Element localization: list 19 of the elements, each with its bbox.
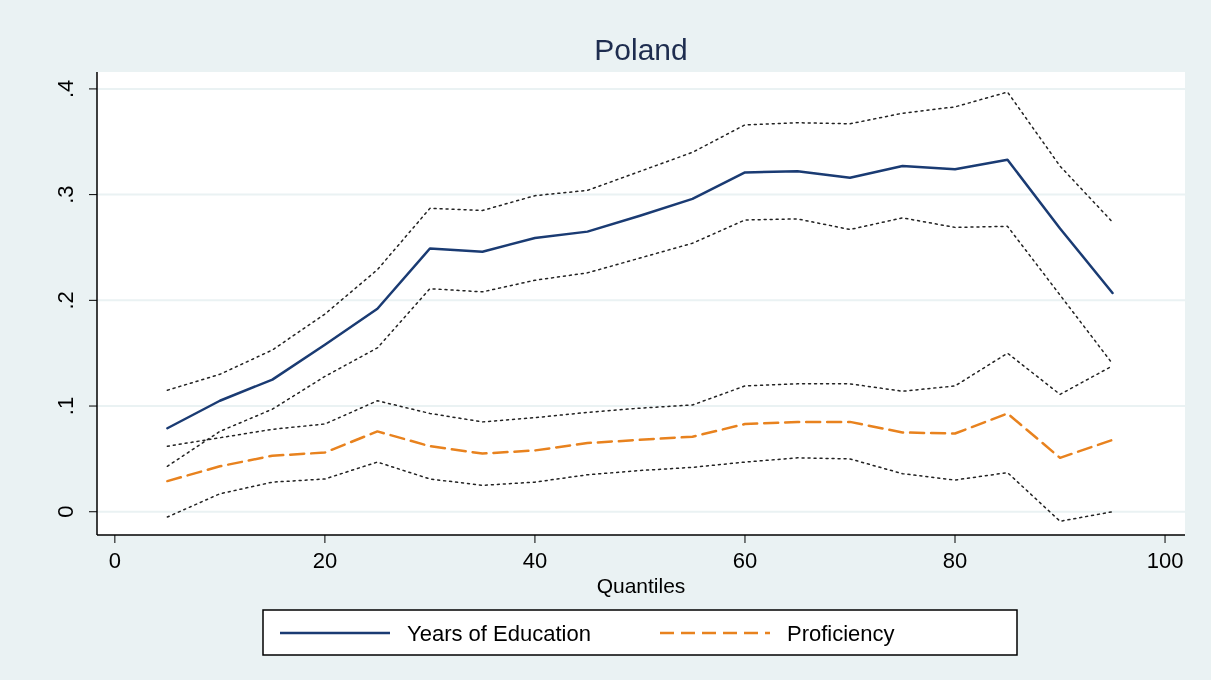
y-tick-label: .4 xyxy=(53,79,78,99)
line-series xyxy=(166,158,1114,430)
y-tick-label: .1 xyxy=(53,396,78,416)
line-series xyxy=(166,91,1114,391)
x-tick-label: 80 xyxy=(942,548,968,573)
x-tick-label: 40 xyxy=(522,548,548,573)
x-tick-label: 100 xyxy=(1146,548,1184,573)
x-tick-label: 0 xyxy=(108,548,121,573)
legend-label: Years of Education xyxy=(407,621,591,646)
x-axis-title: Quantiles xyxy=(596,574,686,597)
x-tick-label: 60 xyxy=(732,548,758,573)
y-tick-label: .3 xyxy=(53,185,78,204)
legend-label: Proficiency xyxy=(787,621,895,646)
y-tick-label: 0 xyxy=(53,505,78,518)
line-series xyxy=(166,457,1114,523)
y-tick-label: .2 xyxy=(53,291,78,310)
chart-title: Poland xyxy=(594,33,688,66)
x-tick-label: 20 xyxy=(312,548,338,573)
line-series xyxy=(166,412,1114,483)
